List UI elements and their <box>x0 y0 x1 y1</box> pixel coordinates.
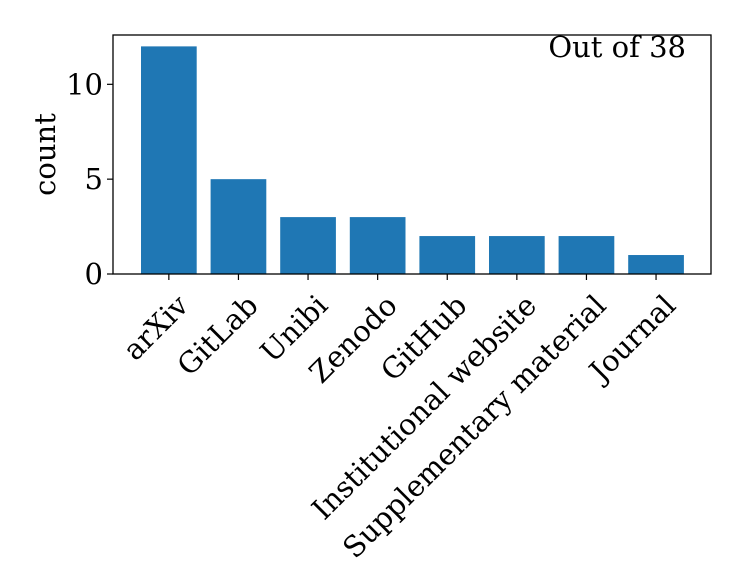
bar-unibi <box>280 217 336 274</box>
chart-annotation: Out of 38 <box>548 30 686 64</box>
y-axis-label: count <box>28 113 62 196</box>
y-tick-label-10: 10 <box>66 67 103 101</box>
bar-zenodo <box>349 217 406 274</box>
bar-journal <box>628 255 684 274</box>
y-tick-label-5: 5 <box>85 162 103 196</box>
bars-layer <box>141 46 684 274</box>
y-axis: 0 5 10 <box>66 67 113 291</box>
bar-supplementary-material <box>558 236 615 274</box>
bar-institutional-website <box>489 236 545 274</box>
plot-frame <box>112 34 712 275</box>
y-tick-label-0: 0 <box>85 257 103 291</box>
bar-github <box>419 236 476 274</box>
x-axis: arXivGitLabUnibiZenodoGitHubInstitutiona… <box>116 274 682 564</box>
bar-gitlab <box>210 179 267 274</box>
bar-arxiv <box>141 46 197 274</box>
